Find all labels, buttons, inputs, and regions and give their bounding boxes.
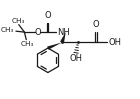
Text: OH: OH — [108, 38, 121, 47]
Text: O: O — [34, 28, 41, 37]
Text: NH: NH — [57, 28, 70, 37]
Text: CH₃: CH₃ — [21, 41, 34, 47]
Text: CH₃: CH₃ — [12, 18, 25, 24]
Text: OH: OH — [70, 54, 83, 63]
Text: CH₃: CH₃ — [1, 27, 14, 33]
Polygon shape — [47, 42, 62, 50]
Text: O: O — [93, 20, 99, 29]
Polygon shape — [60, 32, 66, 43]
Text: O: O — [44, 11, 51, 20]
